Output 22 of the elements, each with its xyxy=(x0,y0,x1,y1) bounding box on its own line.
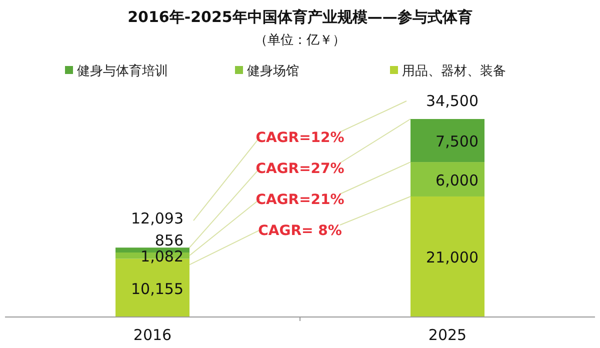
data-label: 10,155 xyxy=(131,280,184,298)
data-label: 21,000 xyxy=(426,248,478,267)
annotation: CAGR=21% xyxy=(256,192,344,208)
legend-label: 健身场馆 xyxy=(247,64,299,79)
total-label: 12,093 xyxy=(131,210,184,228)
legend-label: 用品、器材、装备 xyxy=(402,64,506,79)
chart-subtitle: （单位：亿￥） xyxy=(254,33,346,48)
data-label: 7,500 xyxy=(436,132,478,151)
annotation: CAGR=27% xyxy=(256,161,344,177)
bar xyxy=(410,119,484,162)
data-label: 6,000 xyxy=(436,171,478,190)
chart-title: 2016年-2025年中国体育产业规模——参与式体育 xyxy=(128,8,472,26)
legend-label: 健身与体育培训 xyxy=(77,63,168,79)
total-label: 34,500 xyxy=(426,92,478,110)
annotation: CAGR=12% xyxy=(256,130,344,146)
annotation: CAGR= 8% xyxy=(258,223,342,239)
x-tick-label: 2025 xyxy=(428,326,467,344)
x-tick-label: 2016 xyxy=(133,326,172,344)
data-label: 856 xyxy=(154,232,184,250)
bar xyxy=(410,196,484,317)
bar xyxy=(410,162,484,196)
data-label: 1,082 xyxy=(140,248,184,266)
